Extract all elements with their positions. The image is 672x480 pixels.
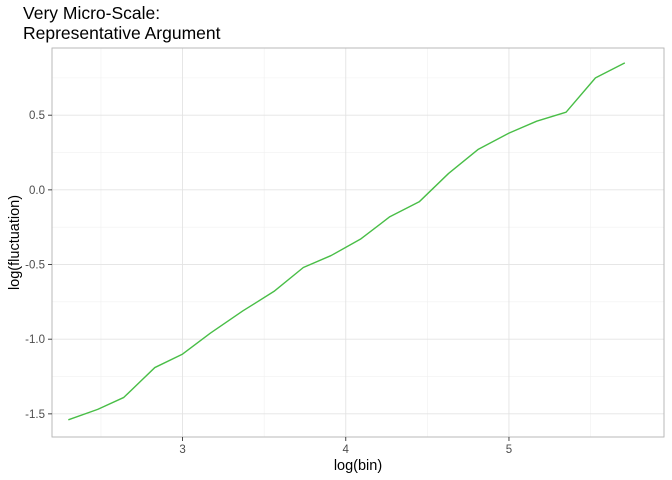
x-axis-ticks: 3 4 5 [179, 437, 512, 456]
major-gridlines [52, 48, 664, 437]
y-axis-ticks: -1.5 -1.0 -0.5 0.0 0.5 [25, 110, 52, 421]
chart-title-line-1: Very Micro-Scale: [23, 3, 160, 23]
y-tick-label: -1.5 [25, 409, 45, 421]
y-tick-label: 0.5 [29, 110, 45, 122]
y-axis-title: log(fluctuation) [7, 195, 23, 290]
minor-gridlines [52, 48, 664, 437]
series-layer [68, 62, 626, 421]
panel-border [51, 47, 665, 438]
x-tick-label: 3 [179, 444, 185, 456]
y-tick-label: -1.0 [25, 334, 45, 346]
chart-title-line-2: Representative Argument [23, 23, 221, 43]
series-line [68, 62, 626, 421]
y-tick-label: -0.5 [25, 260, 45, 272]
x-axis-title: log(bin) [334, 458, 382, 474]
x-tick-label: 4 [343, 444, 350, 456]
y-tick-label: 0.0 [29, 185, 45, 197]
x-tick-label: 5 [506, 444, 512, 456]
